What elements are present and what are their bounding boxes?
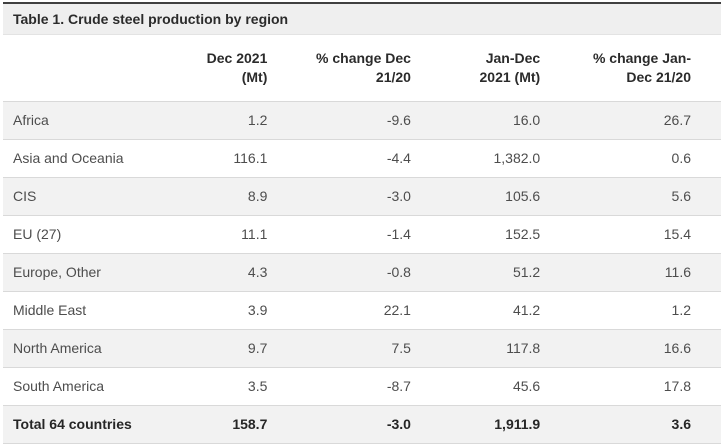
value-cell: 0.6 xyxy=(671,150,691,166)
total-value-cell: -3.0 xyxy=(386,416,411,432)
value-cell: 1.2 xyxy=(247,112,268,128)
region-cell: Africa xyxy=(13,112,49,128)
total-label: Total 64 countries xyxy=(13,416,132,432)
total-value-cell: 3.6 xyxy=(671,416,691,432)
table-footer: Total 64 countries 158.7 -3.0 1,911.9 3.… xyxy=(3,405,721,444)
table-row: CIS 8.9 -3.0 105.6 5.6 xyxy=(3,177,721,216)
region-cell: EU (27) xyxy=(13,226,62,242)
value-cell: 8.9 xyxy=(247,188,268,204)
table-row: EU (27) 11.1 -1.4 152.5 15.4 xyxy=(3,216,721,254)
value-cell: 9.7 xyxy=(247,340,268,356)
table-title: Table 1. Crude steel production by regio… xyxy=(3,4,721,35)
region-cell: Europe, Other xyxy=(13,264,101,280)
value-cell: 22.1 xyxy=(383,302,411,318)
value-cell: 51.2 xyxy=(512,264,541,280)
value-cell: 152.5 xyxy=(505,226,541,242)
value-cell: 11.1 xyxy=(241,226,268,242)
value-cell: -3.0 xyxy=(386,188,411,204)
header-row: Dec 2021 (Mt) % change Dec 21/20 Jan-Dec… xyxy=(3,35,721,102)
total-row: Total 64 countries 158.7 -3.0 1,911.9 3.… xyxy=(3,405,721,444)
value-cell: -4.4 xyxy=(386,150,411,166)
table-row: South America 3.5 -8.7 45.6 17.8 xyxy=(3,368,721,406)
header-dec-2021-mt: Dec 2021 (Mt) xyxy=(182,35,298,102)
value-cell: 117.8 xyxy=(506,340,541,356)
crude-steel-table: Dec 2021 (Mt) % change Dec 21/20 Jan-Dec… xyxy=(3,35,721,444)
header-region-empty xyxy=(3,35,183,102)
region-cell: South America xyxy=(13,378,105,394)
table-row: Africa 1.2 -9.6 16.0 26.7 xyxy=(3,101,721,140)
value-cell: 11.6 xyxy=(664,264,691,280)
value-cell: 7.5 xyxy=(391,340,411,356)
header-jan-dec-2021-mt: Jan-Dec 2021 (Mt) xyxy=(440,35,571,102)
value-cell: -1.4 xyxy=(386,226,411,242)
region-cell: Middle East xyxy=(13,302,87,318)
region-cell: Asia and Oceania xyxy=(13,150,124,166)
table-body: Africa 1.2 -9.6 16.0 26.7 Asia and Oceania 116… xyxy=(3,101,721,406)
page: Table 1. Crude steel production by regio… xyxy=(3,2,721,444)
header-pct-change-jan-dec: % change Jan- Dec 21/20 xyxy=(570,35,721,102)
region-cell: CIS xyxy=(13,188,37,204)
value-cell: 41.2 xyxy=(512,302,541,318)
table-header: Dec 2021 (Mt) % change Dec 21/20 Jan-Dec… xyxy=(3,35,721,102)
table-row: North America 9.7 7.5 117.8 16.6 xyxy=(3,329,721,368)
value-cell: -9.6 xyxy=(386,112,411,128)
value-cell: 15.4 xyxy=(663,226,691,242)
table-row: Middle East 3.9 22.1 41.2 1.2 xyxy=(3,292,721,330)
value-cell: 116.1 xyxy=(233,150,268,166)
crude-steel-table-container: Table 1. Crude steel production by regio… xyxy=(3,2,721,444)
value-cell: 5.6 xyxy=(671,188,691,204)
value-cell: 3.9 xyxy=(247,302,268,318)
value-cell: 3.5 xyxy=(247,378,268,394)
total-value-cell: 158.7 xyxy=(232,416,268,432)
value-cell: 16.6 xyxy=(663,340,691,356)
value-cell: 26.7 xyxy=(663,112,691,128)
value-cell: 105.6 xyxy=(505,188,541,204)
value-cell: 45.6 xyxy=(512,378,541,394)
table-row: Asia and Oceania 116.1 -4.4 1,382.0 0.6 xyxy=(3,140,721,178)
header-pct-change-dec: % change Dec 21/20 xyxy=(297,35,441,102)
region-cell: North America xyxy=(13,340,102,356)
value-cell: 17.8 xyxy=(663,378,691,394)
value-cell: -0.8 xyxy=(386,264,411,280)
total-value-cell: 1,911.9 xyxy=(494,416,541,432)
value-cell: 1.2 xyxy=(671,302,691,318)
value-cell: 16.0 xyxy=(512,112,541,128)
value-cell: -8.7 xyxy=(386,378,411,394)
value-cell: 4.3 xyxy=(247,264,268,280)
value-cell: 1,382.0 xyxy=(493,150,541,166)
table-row: Europe, Other 4.3 -0.8 51.2 11.6 xyxy=(3,253,721,292)
